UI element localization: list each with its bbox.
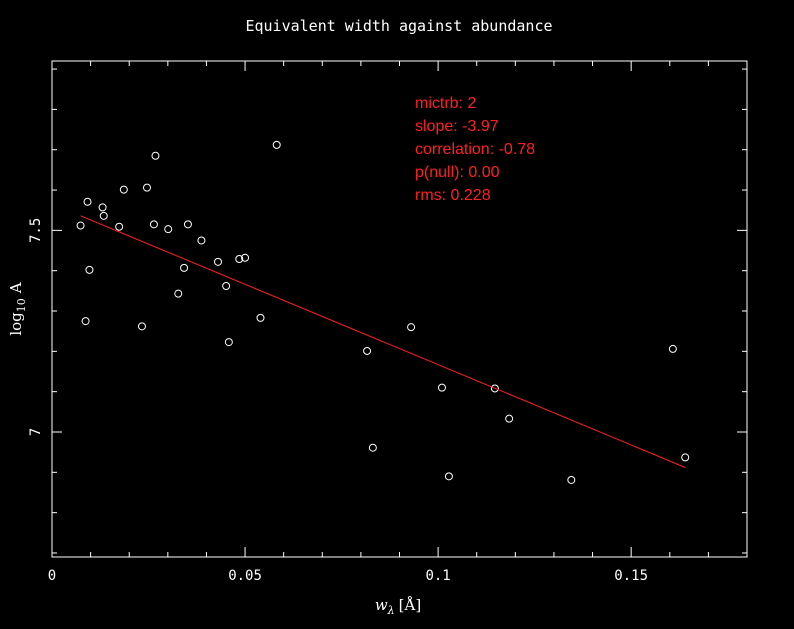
data-point: [183, 220, 192, 229]
data-point: [505, 414, 514, 423]
y-axis-label-var: A: [7, 282, 25, 294]
annotation-line: correlation: -0.78: [415, 141, 535, 158]
x-axis-label-unit: [Å]: [399, 596, 422, 614]
data-point: [241, 253, 250, 262]
x-axis-label-var: w: [375, 596, 388, 614]
x-tick-label: 0: [48, 568, 56, 584]
data-point: [235, 254, 244, 263]
x-axis-label: wλ [Å]: [375, 596, 421, 617]
axis-ticks: 0 0.05 0.1 0.15 7 7.5: [28, 61, 748, 584]
data-point: [142, 183, 151, 192]
data-point: [137, 322, 146, 331]
data-point: [407, 323, 416, 332]
x-tick-label: 0.15: [614, 568, 648, 584]
annotation-line: p(null): 0.00: [415, 164, 500, 181]
data-point: [368, 443, 377, 452]
chart-title: Equivalent width against abundance: [245, 17, 552, 35]
y-tick-label: 7: [28, 428, 44, 436]
data-point: [437, 383, 446, 392]
data-point: [174, 289, 183, 298]
data-point: [444, 472, 453, 481]
data-point: [83, 197, 92, 206]
data-point: [115, 222, 124, 231]
y-tick-label: 7.5: [28, 218, 44, 243]
x-tick-label: 0.1: [425, 568, 450, 584]
data-point: [164, 225, 173, 234]
data-point: [668, 344, 677, 353]
data-point: [681, 453, 690, 462]
data-points: [76, 140, 690, 484]
data-point: [222, 282, 231, 291]
annotation-line: slope: -3.97: [415, 118, 499, 135]
annotation-line: rms: 0.228: [415, 187, 491, 204]
regression-line: [80, 215, 686, 468]
data-point: [490, 384, 499, 393]
data-point: [567, 475, 576, 484]
data-point: [85, 265, 94, 274]
data-point: [98, 203, 107, 212]
data-point: [81, 317, 90, 326]
x-tick-label: 0.05: [228, 568, 262, 584]
data-point: [99, 211, 108, 220]
y-axis-label-sub: 10: [15, 298, 28, 312]
fit-annotations: mictrb: 2 slope: -3.97 correlation: -0.78 p…: [415, 95, 535, 204]
data-point: [180, 263, 189, 272]
data-point: [214, 257, 223, 266]
data-point: [197, 236, 206, 245]
data-point: [363, 346, 372, 355]
y-axis-label-func: log: [7, 312, 25, 336]
annotation-line: mictrb: 2: [415, 95, 476, 112]
data-point: [76, 221, 85, 230]
y-axis-label: log10 A: [7, 282, 28, 335]
data-point: [272, 140, 281, 149]
x-axis-label-sub: λ: [387, 604, 395, 617]
data-point: [151, 151, 160, 160]
data-point: [149, 220, 158, 229]
data-point: [256, 313, 265, 322]
data-point: [224, 338, 233, 347]
data-point: [119, 185, 128, 194]
